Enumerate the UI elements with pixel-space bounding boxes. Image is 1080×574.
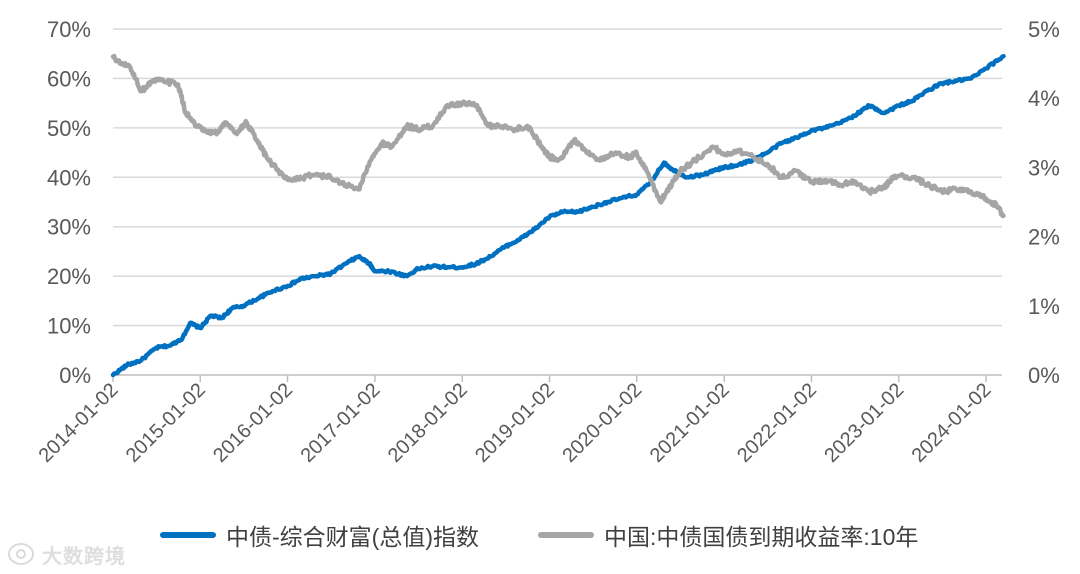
- y-right-tick-label: 0%: [1028, 363, 1060, 388]
- legend: 中债-综合财富(总值)指数 中国:中债国债到期收益率:10年: [0, 518, 1080, 552]
- y-left-tick-label: 60%: [47, 66, 91, 91]
- axes: 0% 10% 20% 30% 40% 50% 60% 70% 0% 1% 2% 3% 4% 5% 2014-…: [35, 17, 1060, 467]
- y-right-tick-label: 1%: [1028, 294, 1060, 319]
- y-left-tick-label: 0%: [59, 363, 91, 388]
- watermark-logo-icon: [8, 543, 34, 565]
- series-line-bond-index: [110, 53, 1006, 378]
- y-left-tick-label: 70%: [47, 17, 91, 42]
- x-tick-label: 2018-01-02: [384, 379, 472, 467]
- watermark-text: 大数跨境: [42, 545, 126, 568]
- y-right-tick-label: 4%: [1028, 86, 1060, 111]
- x-tick-label: 2017-01-02: [297, 379, 385, 467]
- grid-lines: [113, 28, 1002, 327]
- series-line-treasury-yield: [110, 53, 1006, 219]
- y-left-tick-label: 30%: [47, 215, 91, 240]
- x-tick-label: 2015-01-02: [122, 379, 210, 467]
- legend-swatch-blue: [160, 532, 216, 538]
- legend-item-bond-index: 中债-综合财富(总值)指数: [160, 518, 479, 552]
- x-tick-label: 2024-01-02: [908, 379, 996, 467]
- x-tick-label: 2016-01-02: [209, 379, 297, 467]
- y-right-tick-label: 3%: [1028, 155, 1060, 180]
- legend-item-treasury-yield: 中国:中债国债到期收益率:10年: [538, 518, 918, 552]
- series-layer: [110, 53, 1006, 378]
- x-tick-label: 2014-01-02: [35, 379, 123, 467]
- x-tick-label: 2023-01-02: [820, 379, 908, 467]
- y-right-tick-label: 5%: [1028, 17, 1060, 42]
- x-tick-label: 2019-01-02: [471, 379, 559, 467]
- y-left-tick-label: 40%: [47, 165, 91, 190]
- watermark: 大数跨境: [8, 540, 126, 568]
- x-tick-label: 2021-01-02: [646, 379, 734, 467]
- y-left-tick-label: 20%: [47, 264, 91, 289]
- legend-swatch-gray: [538, 532, 594, 538]
- y-left-tick-label: 10%: [47, 314, 91, 339]
- x-tick-label: 2020-01-02: [558, 379, 646, 467]
- y-left-tick-label: 50%: [47, 116, 91, 141]
- legend-label-treasury-yield: 中国:中债国债到期收益率:10年: [604, 524, 919, 550]
- legend-label-bond-index: 中债-综合财富(总值)指数: [226, 524, 479, 550]
- y-right-tick-label: 2%: [1028, 225, 1060, 250]
- x-tick-label: 2022-01-02: [733, 379, 821, 467]
